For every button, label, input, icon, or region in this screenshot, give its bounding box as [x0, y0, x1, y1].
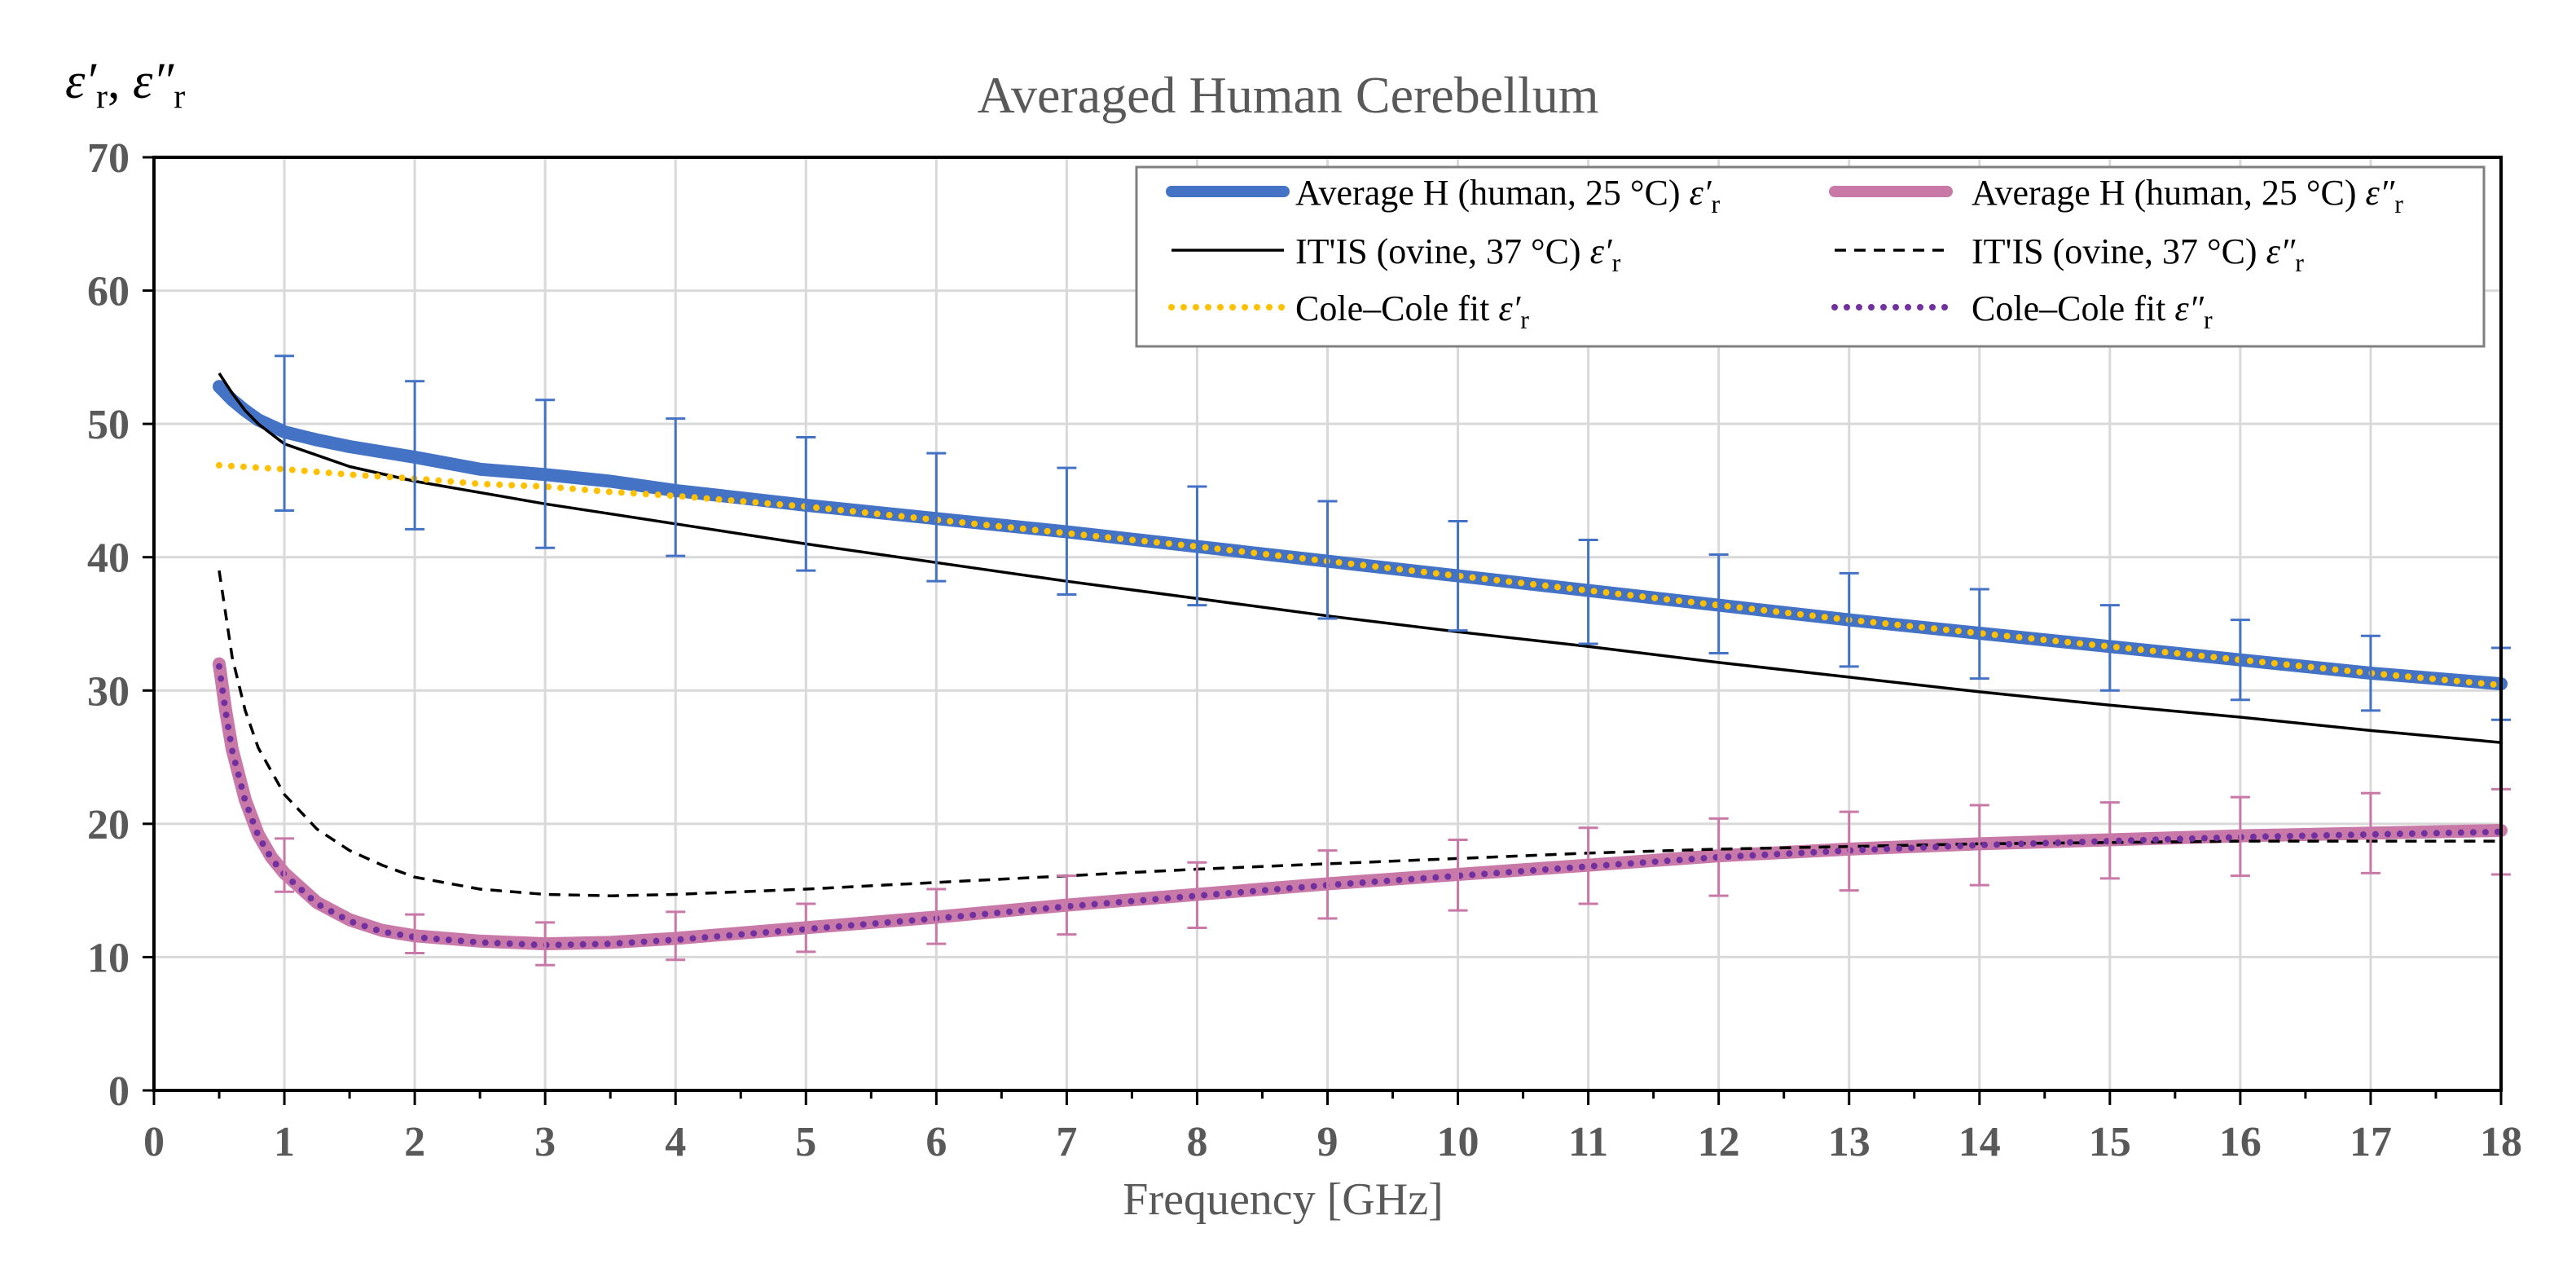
y-axis-label: ε′r, ε″r: [65, 54, 185, 116]
y-tick-label: 70: [87, 135, 130, 182]
error-bar: [535, 921, 556, 967]
x-tick-label: 3: [534, 1119, 556, 1165]
error-bar: [666, 910, 686, 962]
x-tick-label: 7: [1056, 1119, 1077, 1165]
x-tick-label: 0: [143, 1119, 165, 1165]
error-bar: [1317, 500, 1338, 620]
error-bar: [1448, 520, 1468, 632]
error-bar: [926, 887, 947, 945]
error-bar: [1708, 553, 1729, 654]
error-bar: [405, 380, 425, 531]
y-tick-label: 60: [87, 269, 130, 315]
error-bar: [1317, 849, 1338, 920]
legend-label: Average H (human, 25 °C) ε″r: [1972, 173, 2403, 218]
error-bar: [1187, 861, 1207, 929]
y-tick-label: 0: [108, 1068, 130, 1115]
series-line-4: [216, 461, 2504, 689]
x-tick-label: 15: [2089, 1119, 2131, 1165]
error-bar: [1057, 466, 1077, 597]
error-bar: [1969, 804, 1989, 887]
legend-label: IT'IS (ovine, 37 °C) ε″r: [1972, 231, 2304, 277]
x-tick-label: 1: [274, 1119, 295, 1165]
chart-title: Averaged Human Cerebellum: [978, 66, 1599, 124]
error-bar: [1708, 817, 1729, 897]
error-bar: [2230, 619, 2250, 702]
error-bar: [275, 837, 295, 893]
error-bar: [666, 417, 686, 557]
legend-label: IT'IS (ovine, 37 °C) ε′r: [1295, 231, 1621, 277]
error-bar: [405, 913, 425, 955]
x-tick-label: 14: [1958, 1119, 2001, 1165]
x-tick-label: 11: [1568, 1119, 1608, 1165]
x-tick-label: 2: [404, 1119, 425, 1165]
x-axis-ticks: 0 1 2 3 4 5 6 7 8 9 10 11 12 13 14 15 16 17 18: [143, 1090, 2522, 1165]
x-tick-label: 17: [2350, 1119, 2392, 1165]
error-bar: [2230, 795, 2250, 878]
y-tick-label: 10: [87, 935, 130, 981]
error-bar: [1057, 874, 1077, 936]
y-tick-label: 50: [87, 402, 130, 448]
x-tick-label: 8: [1186, 1119, 1207, 1165]
y-tick-label: 30: [87, 668, 130, 715]
legend-label: Average H (human, 25 °C) ε′r: [1295, 173, 1721, 218]
error-bar: [1969, 588, 1989, 680]
error-bar: [535, 399, 556, 549]
error-bar: [1448, 838, 1468, 912]
y-tick-label: 20: [87, 802, 130, 848]
error-bar: [2360, 634, 2380, 712]
error-bar: [796, 436, 816, 572]
y-tick-label: 40: [87, 535, 130, 582]
x-tick-label: 6: [925, 1119, 947, 1165]
error-bar: [2360, 791, 2380, 874]
y-axis-ticks: 0 10 20 30 40 50 60 70: [87, 135, 154, 1115]
error-bar: [926, 451, 947, 583]
series-line-3: [218, 570, 2501, 897]
error-bar: [1578, 538, 1598, 645]
error-bar: [2099, 801, 2120, 880]
legend-label: Cole–Cole fit ε″r: [1972, 288, 2213, 334]
error-bar: [1839, 810, 1859, 892]
error-bar: [275, 355, 295, 512]
error-bar: [1839, 571, 1859, 668]
legend: Average H (human, 25 °C) ε′r Average H (h…: [1135, 165, 2486, 348]
error-bar: [796, 902, 816, 954]
errorbar-layer: [275, 355, 2511, 967]
x-tick-label: 18: [2480, 1119, 2522, 1165]
error-bar: [1187, 485, 1207, 607]
error-bar: [1578, 826, 1598, 905]
x-tick-label: 16: [2219, 1119, 2262, 1165]
legend-label: Cole–Cole fit ε′r: [1295, 288, 1529, 334]
x-tick-label: 4: [665, 1119, 686, 1165]
x-tick-label: 10: [1437, 1119, 1479, 1165]
x-tick-label: 5: [795, 1119, 816, 1165]
x-tick-label: 12: [1698, 1119, 1740, 1165]
x-tick-label: 9: [1317, 1119, 1339, 1165]
error-bar: [2099, 604, 2120, 692]
legend-box: [1135, 165, 2486, 348]
x-tick-label: 13: [1828, 1119, 1870, 1165]
x-axis-label: Frequency [GHz]: [1123, 1174, 1443, 1225]
